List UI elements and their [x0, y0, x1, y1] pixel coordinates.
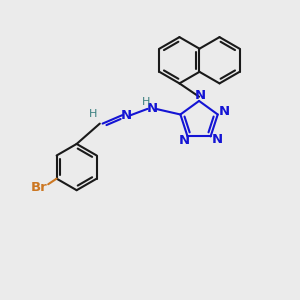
- Text: N: N: [147, 102, 158, 115]
- Text: N: N: [212, 133, 223, 146]
- Text: H: H: [89, 109, 98, 119]
- Text: N: N: [219, 105, 230, 118]
- Text: H: H: [142, 97, 150, 107]
- Text: N: N: [178, 134, 190, 148]
- Text: Br: Br: [31, 181, 47, 194]
- Text: N: N: [121, 109, 132, 122]
- Text: N: N: [195, 89, 206, 102]
